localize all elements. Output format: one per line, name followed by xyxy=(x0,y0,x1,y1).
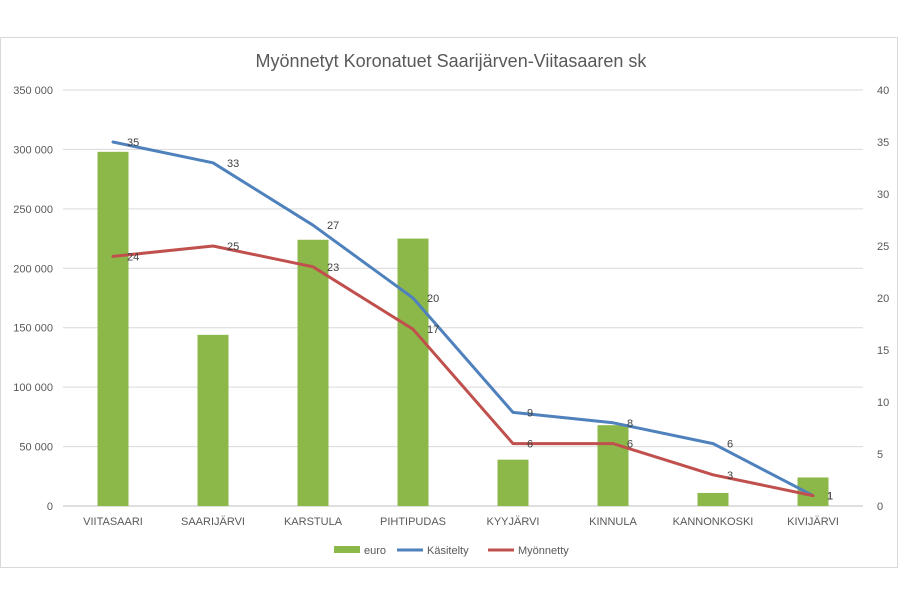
data-label: 6 xyxy=(527,439,533,451)
y-right-tick-label: 25 xyxy=(877,241,889,253)
legend-swatch-euro xyxy=(334,546,360,553)
legend: euro Käsitelty Myönnetty xyxy=(334,545,569,557)
legend-label: Käsitelty xyxy=(427,545,469,557)
y-right-tick-label: 40 xyxy=(877,85,889,97)
legend-label: euro xyxy=(364,545,386,557)
y-left-tick-label: 350 000 xyxy=(13,85,53,97)
legend-label: Myönnetty xyxy=(518,545,569,557)
chart-svg: Myönnetyt Koronatuet Saarijärven-Viitasa… xyxy=(13,51,889,557)
y-left-tick-label: 300 000 xyxy=(13,144,53,156)
y-left-tick-label: 200 000 xyxy=(13,263,53,275)
data-label: 23 xyxy=(327,262,339,274)
y-right-tick-label: 30 xyxy=(877,189,889,201)
bar-euro xyxy=(797,477,829,506)
data-label: 17 xyxy=(427,324,439,336)
data-label: 9 xyxy=(527,407,533,419)
data-label: 6 xyxy=(627,439,633,451)
data-label: 35 xyxy=(127,137,139,149)
category-label: KYYJÄRVI xyxy=(487,516,540,528)
bar-euro xyxy=(497,459,529,506)
chart-title: Myönnetyt Koronatuet Saarijärven-Viitasa… xyxy=(256,51,648,71)
data-label: 1 xyxy=(827,491,833,503)
y-right-tick-label: 5 xyxy=(877,449,883,461)
y-right-tick-label: 10 xyxy=(877,397,889,409)
y-left-tick-label: 0 xyxy=(47,501,53,513)
y-left-tick-label: 250 000 xyxy=(13,204,53,216)
category-label: KIVIJÄRVI xyxy=(787,516,839,528)
data-label: 1 xyxy=(827,491,833,503)
category-label: SAARIJÄRVI xyxy=(181,516,245,528)
y-right-tick-label: 0 xyxy=(877,501,883,513)
bar-euro xyxy=(597,425,629,506)
y-left-tick-label: 150 000 xyxy=(13,323,53,335)
category-label: KINNULA xyxy=(589,516,637,528)
y-left-tick-label: 50 000 xyxy=(19,442,53,454)
category-label: PIHTIPUDAS xyxy=(380,516,446,528)
chart-frame: Myönnetyt Koronatuet Saarijärven-Viitasa… xyxy=(0,37,898,568)
data-label: 33 xyxy=(227,158,239,170)
category-label: KARSTULA xyxy=(284,516,343,528)
y-right-tick-label: 15 xyxy=(877,345,889,357)
data-label: 27 xyxy=(327,220,339,232)
data-label: 8 xyxy=(627,418,633,430)
y-right-tick-label: 20 xyxy=(877,293,889,305)
data-label: 25 xyxy=(227,241,239,253)
bar-euro xyxy=(297,239,329,506)
data-label: 24 xyxy=(127,251,139,263)
bar-euro xyxy=(697,492,729,506)
bar-euro xyxy=(197,334,229,506)
line-myonnetty xyxy=(111,244,815,498)
data-label: 20 xyxy=(427,293,439,305)
data-label: 3 xyxy=(727,470,733,482)
y-right-tick-label: 35 xyxy=(877,137,889,149)
category-label: KANNONKOSKI xyxy=(673,516,754,528)
data-label: 6 xyxy=(727,439,733,451)
y-left-tick-label: 100 000 xyxy=(13,382,53,394)
category-label: VIITASAARI xyxy=(83,516,143,528)
bar-euro xyxy=(397,238,429,507)
line-kasitelty xyxy=(111,140,815,498)
bar-euro xyxy=(97,151,129,506)
